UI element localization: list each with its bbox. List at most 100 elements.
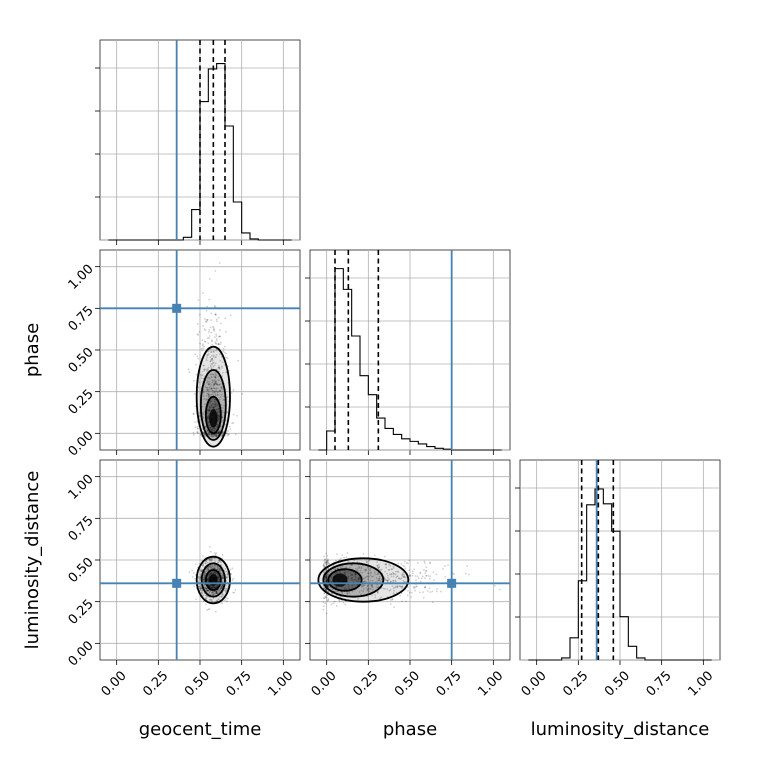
sample-point: [221, 577, 224, 580]
sample-point: [214, 560, 217, 563]
sample-point: [203, 398, 206, 400]
sample-point: [386, 579, 389, 582]
sample-point: [214, 375, 217, 378]
sample-point: [326, 560, 329, 563]
sample-point: [373, 571, 376, 573]
sample-point: [401, 600, 403, 603]
sample-point: [191, 569, 194, 572]
sample-point: [213, 336, 216, 339]
sample-point: [323, 587, 326, 590]
sample-point: [213, 435, 215, 438]
sample-point: [205, 368, 208, 371]
sample-point: [210, 373, 213, 376]
sample-point: [214, 362, 217, 365]
sample-point: [325, 579, 328, 582]
sample-point: [226, 357, 229, 360]
sample-point: [203, 575, 206, 577]
sample-point: [366, 589, 369, 592]
sample-point: [216, 432, 219, 435]
sample-point: [362, 552, 365, 555]
sample-point: [435, 573, 438, 576]
sample-point: [207, 569, 210, 571]
sample-point: [324, 588, 327, 591]
sample-point: [210, 434, 213, 437]
sample-point: [211, 402, 214, 405]
sample-point: [363, 577, 366, 580]
sample-point: [364, 570, 367, 572]
sample-point: [217, 432, 220, 435]
sample-point: [218, 398, 221, 401]
sample-point: [206, 578, 209, 581]
sample-point: [411, 574, 414, 577]
sample-point: [217, 407, 220, 410]
sample-point: [351, 564, 353, 567]
sample-point: [372, 575, 374, 578]
sample-point: [208, 409, 210, 412]
sample-point: [323, 565, 326, 568]
sample-point: [214, 382, 217, 384]
sample-point: [208, 565, 211, 568]
sample-point: [216, 409, 219, 412]
sample-point: [394, 579, 397, 582]
sample-point: [414, 575, 417, 577]
sample-point: [209, 409, 211, 412]
sample-point: [325, 583, 328, 586]
sample-point: [212, 387, 215, 389]
sample-point: [210, 559, 213, 562]
sample-point: [387, 574, 389, 577]
sample-point: [360, 567, 363, 570]
sample-point: [376, 565, 379, 567]
sample-point: [415, 579, 417, 581]
sample-point: [395, 570, 397, 573]
sample-point: [392, 575, 395, 578]
sample-point: [208, 584, 211, 587]
sample-point: [192, 572, 195, 574]
sample-point: [241, 393, 244, 395]
sample-point: [357, 597, 359, 600]
sample-point: [389, 580, 392, 583]
sample-point: [353, 578, 355, 581]
sample-point: [325, 612, 328, 615]
sample-point: [324, 576, 327, 578]
sample-point: [212, 594, 214, 596]
sample-point: [349, 566, 351, 569]
sample-point: [213, 330, 215, 332]
sample-point: [421, 575, 424, 578]
sample-point: [205, 319, 208, 322]
sample-point: [205, 389, 208, 391]
sample-point: [207, 390, 210, 393]
sample-point: [207, 367, 209, 370]
sample-point: [205, 597, 207, 599]
sample-point: [325, 596, 328, 599]
sample-point: [387, 576, 390, 579]
sample-point: [204, 587, 207, 590]
sample-point: [215, 434, 217, 437]
sample-point: [224, 589, 227, 591]
sample-point: [203, 364, 205, 367]
contour-line: [327, 568, 363, 592]
sample-point: [325, 575, 328, 578]
sample-point: [207, 353, 210, 355]
sample-point: [209, 426, 212, 429]
sample-point: [359, 571, 362, 574]
sample-point: [213, 328, 216, 330]
sample-point: [220, 569, 223, 572]
sample-point: [206, 589, 209, 592]
sample-point: [221, 585, 224, 587]
sample-point: [202, 324, 204, 327]
sample-point: [324, 575, 327, 578]
sample-point: [216, 425, 219, 428]
sample-point: [348, 587, 351, 590]
sample-point: [221, 572, 224, 575]
y-tick-label: 0.25: [66, 597, 97, 628]
sample-point: [207, 567, 210, 570]
sample-point: [216, 383, 219, 386]
sample-point: [203, 340, 206, 343]
sample-point: [365, 580, 367, 583]
sample-point: [215, 349, 218, 352]
sample-point: [354, 573, 357, 575]
sample-point: [442, 568, 444, 570]
sample-point: [230, 392, 233, 394]
sample-point: [400, 577, 403, 580]
sample-point: [326, 585, 329, 588]
